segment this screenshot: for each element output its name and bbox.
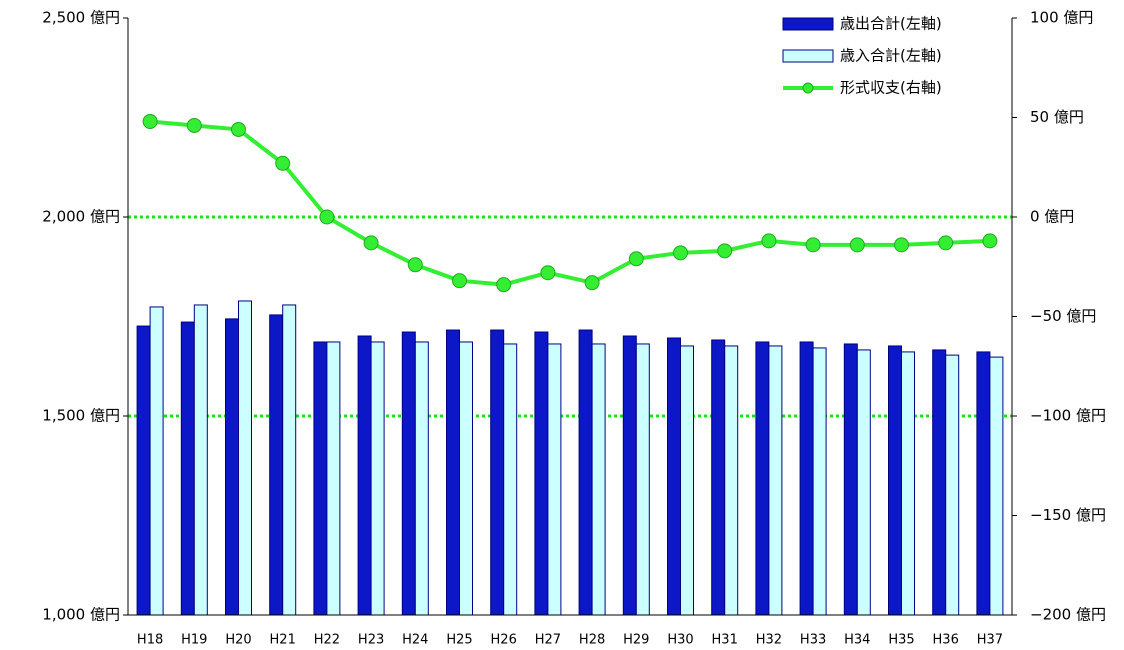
x-tick-label: H22: [314, 633, 340, 648]
bar: [370, 341, 385, 616]
x-tick-label: H36: [933, 633, 959, 648]
bar: [534, 331, 549, 616]
bar: [724, 345, 739, 616]
line-marker: [761, 233, 777, 249]
line-marker: [938, 235, 954, 251]
bar: [591, 343, 606, 616]
x-tick-label: H19: [181, 633, 207, 648]
bar: [357, 335, 372, 616]
line: [149, 119, 990, 287]
line-marker: [673, 245, 688, 261]
bar: [180, 321, 195, 616]
line-marker: [717, 243, 733, 259]
bar: [313, 341, 328, 616]
x-tick-label: H27: [535, 633, 561, 648]
line-marker: [231, 121, 246, 137]
x-tick-label: H23: [358, 633, 384, 648]
y2-tick-label: −50 億円: [1030, 307, 1096, 325]
y2-tick-label: 0 億円: [1030, 208, 1074, 226]
legend-label: 歳出合計(左軸): [840, 15, 942, 33]
x-tick-label: H25: [446, 633, 472, 648]
x-tick-label: H26: [491, 633, 517, 648]
x-tick-label: H35: [888, 633, 914, 648]
legend-swatch: [782, 49, 834, 63]
bar: [136, 325, 151, 616]
line-marker: [584, 275, 600, 291]
x-tick-label: H31: [712, 633, 738, 648]
bar: [459, 341, 473, 616]
line-marker: [496, 277, 512, 293]
y-tick-label: 2,500 億円: [42, 9, 120, 27]
y-tick-label: 1,500 億円: [42, 407, 120, 425]
bar: [225, 318, 239, 616]
legend-swatch: [802, 82, 814, 94]
line-marker: [849, 237, 865, 253]
y2-tick-label: 100 億円: [1030, 9, 1093, 27]
x-tick-label: H21: [270, 633, 296, 648]
y2-tick-label: −150 億円: [1030, 506, 1106, 524]
x-tick-label: H34: [844, 633, 870, 648]
x-tick-label: H29: [623, 633, 649, 648]
bar: [193, 304, 208, 616]
legend-label: 形式収支(右軸): [840, 79, 942, 97]
bar: [711, 339, 726, 616]
bar: [149, 306, 164, 616]
bar: [799, 341, 814, 616]
x-tick-label: H20: [225, 633, 251, 648]
bar: [768, 345, 783, 616]
line-marker: [186, 117, 202, 133]
bar: [680, 345, 694, 616]
bar: [989, 356, 1004, 616]
bar: [282, 304, 297, 616]
bar: [932, 349, 947, 616]
bar: [976, 351, 991, 616]
line-marker: [540, 265, 556, 281]
bar: [446, 329, 460, 616]
line-marker: [452, 273, 467, 289]
bar: [812, 347, 827, 616]
bar: [269, 314, 284, 616]
y2-tick-label: −200 億円: [1030, 606, 1106, 624]
bar: [945, 354, 960, 616]
bar: [490, 329, 505, 616]
bar: [856, 349, 871, 616]
line-marker: [805, 237, 821, 253]
bar: [547, 343, 562, 616]
bar: [667, 337, 681, 616]
y2-tick-label: 50 億円: [1030, 108, 1084, 126]
bar: [755, 341, 770, 616]
line-marker: [363, 235, 379, 251]
line-marker: [628, 251, 644, 267]
x-tick-label: H33: [800, 633, 826, 648]
line-marker: [982, 233, 998, 249]
bar: [901, 351, 915, 616]
bar: [503, 343, 518, 616]
y-tick-label: 1,000 億円: [42, 606, 120, 624]
bar: [578, 329, 593, 616]
y-tick-label: 2,000 億円: [42, 208, 120, 226]
x-tick-label: H30: [667, 633, 693, 648]
legend-label: 歳入合計(左軸): [840, 47, 942, 65]
x-tick-label: H24: [402, 633, 428, 648]
bar: [238, 300, 252, 616]
line-marker: [407, 257, 423, 273]
y2-tick-label: −100 億円: [1030, 407, 1106, 425]
line-marker: [142, 113, 158, 129]
line-marker: [894, 237, 909, 253]
x-tick-label: H37: [977, 633, 1003, 648]
bar: [622, 335, 637, 616]
x-tick-label: H32: [756, 633, 782, 648]
bar: [888, 345, 902, 616]
bar: [843, 343, 858, 616]
line-marker: [275, 155, 291, 171]
line-marker: [319, 209, 335, 225]
bar: [401, 331, 416, 616]
x-tick-label: H28: [579, 633, 605, 648]
bar: [326, 341, 341, 616]
x-tick-label: H18: [137, 633, 163, 648]
bar: [414, 341, 429, 616]
bar: [635, 343, 650, 616]
legend-swatch: [782, 17, 834, 31]
